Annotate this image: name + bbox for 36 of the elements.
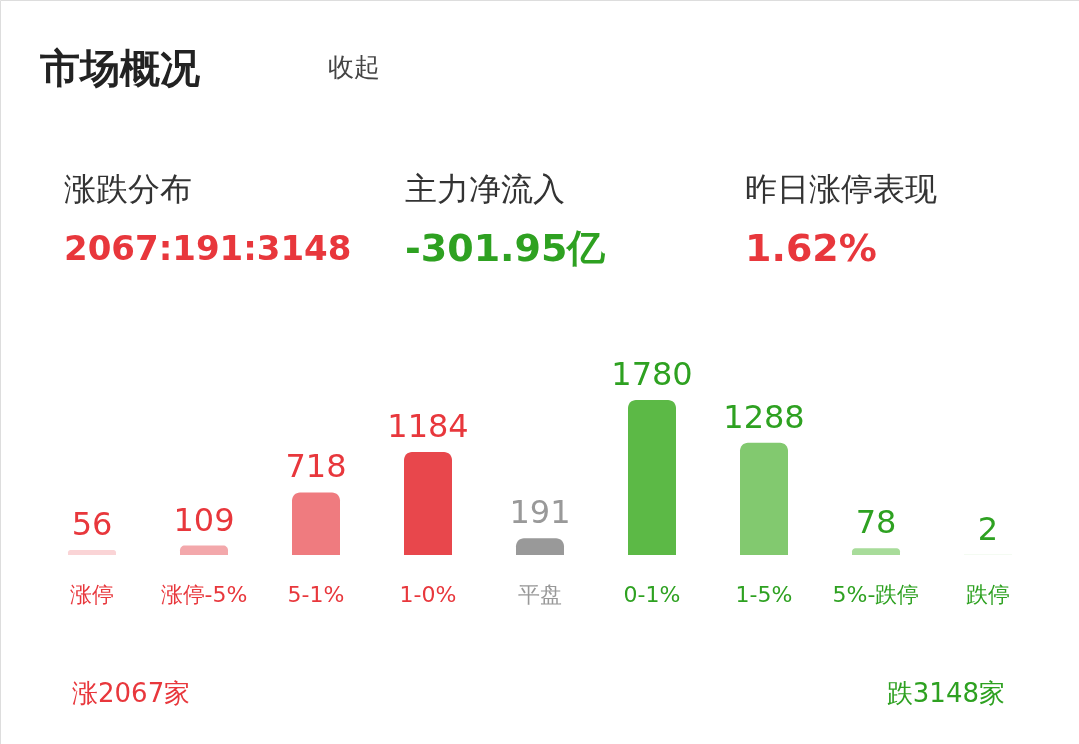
bar [180,545,228,555]
data-label: 1780 [611,355,693,393]
text: 涨2067家 [72,678,191,708]
data-label: 78 [855,503,897,542]
text: 跌3148家 [886,678,1005,708]
data-label: 191 [509,493,571,532]
bar [292,492,340,555]
text: 1.62% [745,226,877,270]
x-tick-label: 跌停 [966,582,1010,607]
bar [852,548,900,555]
data-label: 2 [977,509,999,548]
text: 昨日涨停表现 [745,170,937,208]
text: 涨跌分布 [64,170,192,208]
x-tick-label: 5%-跌停 [832,582,920,607]
x-tick-label: 平盘 [518,582,562,607]
bar [628,400,676,555]
data-label: 56 [71,505,113,544]
chart-title: 市场概况 [39,45,200,91]
text: 2067:191:3148 [64,228,352,268]
data-label: 718 [285,447,347,486]
bar [516,538,564,555]
bar [404,451,452,555]
bar [68,550,116,555]
text: -301.95亿 [405,226,607,270]
data-label: 109 [173,500,235,539]
x-tick-label: 0-1% [623,582,681,607]
bar [740,442,788,555]
x-tick-label: 涨停-5% [160,582,248,607]
x-tick-label: 1-5% [735,582,793,607]
x-tick-label: 5-1% [287,582,345,607]
x-tick-label: 1-0% [399,582,457,607]
text: 收起 [328,52,380,82]
data-label: 1184 [387,406,469,445]
data-label: 1288 [723,397,805,436]
text: 主力净流入 [405,170,565,208]
x-tick-label: 涨停 [70,582,114,607]
